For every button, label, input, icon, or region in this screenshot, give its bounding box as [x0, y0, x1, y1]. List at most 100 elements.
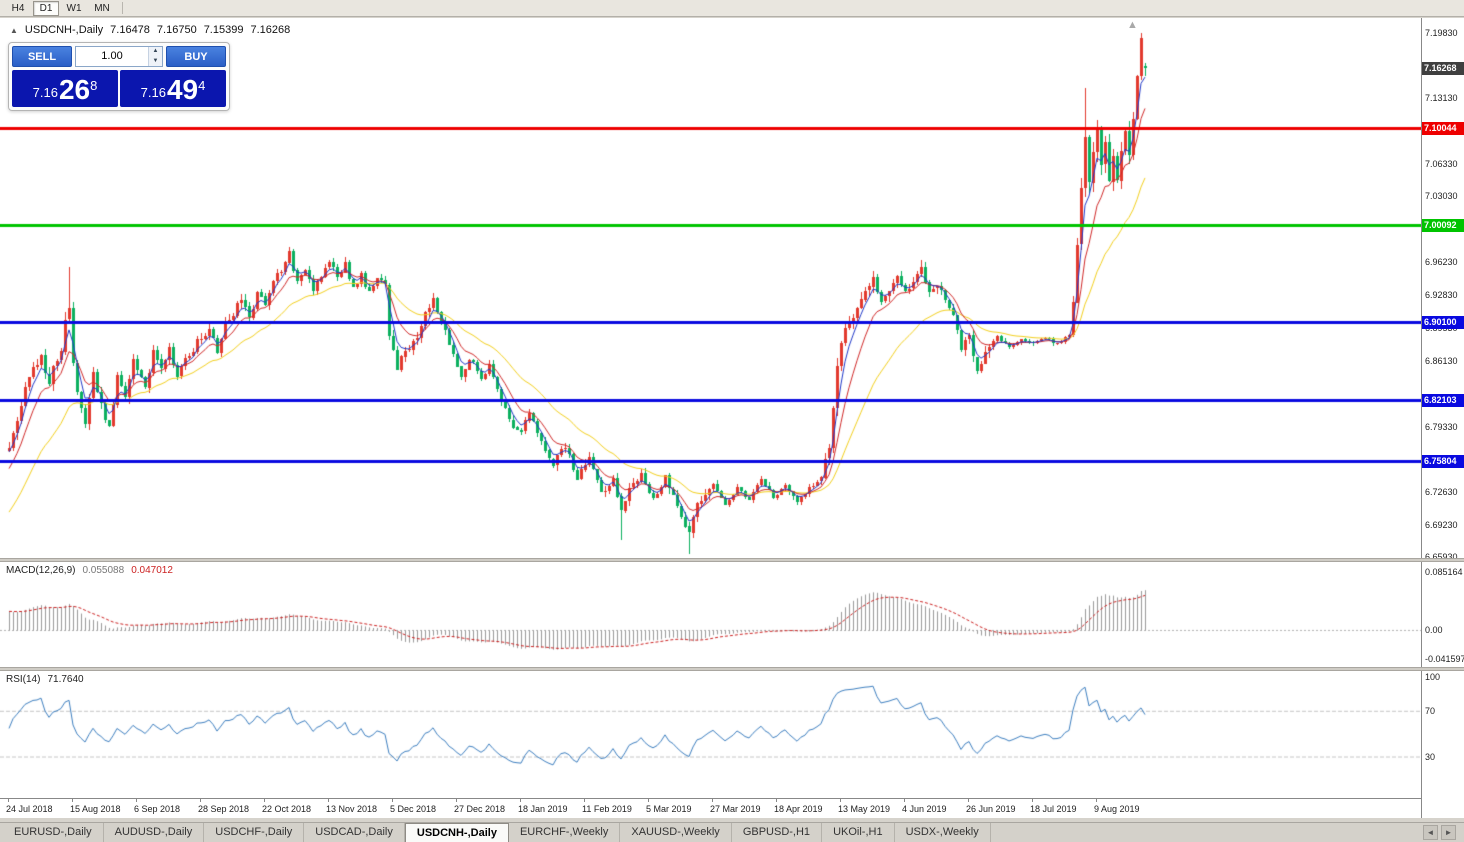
price-scale[interactable]: 7.19830 7.13130 7.06330 7.03030 6.96230 6.928…	[1421, 18, 1464, 818]
ohlc-low: 7.15399	[203, 24, 244, 36]
rsi-scale-label: 100	[1425, 672, 1441, 682]
time-axis[interactable]: 24 Jul 2018 15 Aug 2018 6 Sep 2018 28 Sep 2…	[0, 798, 1421, 818]
volume-spinner[interactable]: 1.00 ▲ ▼	[75, 46, 163, 67]
chart-tab-usdchf[interactable]: USDCHF-,Daily	[204, 823, 305, 842]
window-edge	[0, 818, 1464, 822]
time-axis-label: 27 Dec 2018	[454, 804, 506, 814]
chart-tab-audusd[interactable]: AUDUSD-,Daily	[104, 823, 205, 842]
time-axis-tick	[1096, 799, 1097, 802]
macd-name: MACD(12,26,9)	[6, 565, 76, 576]
buy-price-big: 49	[166, 74, 199, 105]
tab-scroll-right-icon[interactable]: ►	[1441, 825, 1456, 840]
price-scale-label: 6.69230	[1425, 520, 1458, 530]
level-badge: 6.90100	[1422, 316, 1464, 329]
time-axis-tick	[328, 799, 329, 802]
level-badge: 6.82103	[1422, 394, 1464, 407]
timeframe-button-w1[interactable]: W1	[61, 1, 87, 16]
time-axis-tick	[72, 799, 73, 802]
time-axis-tick	[968, 799, 969, 802]
ohlc-close: 7.16268	[250, 24, 291, 36]
time-axis-label: 13 May 2019	[838, 804, 891, 814]
sell-price-sup: 8	[90, 78, 98, 93]
time-axis-tick	[264, 799, 265, 802]
macd-indicator-label: MACD(12,26,9) 0.055088 0.047012	[6, 565, 173, 576]
price-scale-label: 6.92830	[1425, 290, 1458, 300]
pane-splitter[interactable]	[0, 558, 1464, 562]
arrow-up-marker-icon[interactable]: ▲	[1127, 19, 1138, 31]
rsi-scale-label: 70	[1425, 706, 1436, 716]
time-axis-label: 18 Jul 2019	[1030, 804, 1077, 814]
timeframe-button-h4[interactable]: H4	[5, 1, 31, 16]
volume-spinner-arrows: ▲ ▼	[148, 47, 162, 66]
timeframe-button-mn[interactable]: MN	[89, 1, 115, 16]
price-scale-label: 7.06330	[1425, 159, 1458, 169]
rsi-scale-label: 30	[1425, 752, 1436, 762]
pane-splitter[interactable]	[0, 667, 1464, 671]
time-axis-tick	[840, 799, 841, 802]
collapse-panel-icon[interactable]: ▲	[10, 25, 18, 35]
one-click-trading-panel: SELL 1.00 ▲ ▼ BUY 7.16 26 8 7.16 49 4	[8, 42, 230, 111]
time-axis-label: 22 Oct 2018	[262, 804, 312, 814]
volume-value[interactable]: 1.00	[101, 50, 123, 62]
time-axis-label: 5 Mar 2019	[646, 804, 692, 814]
chart-tab-usdx[interactable]: USDX-,Weekly	[895, 823, 991, 842]
support-level-badge: 7.00092	[1422, 219, 1464, 232]
tab-scroll-arrows: ◄ ►	[1423, 823, 1464, 842]
sell-price-prefix: 7.16	[32, 85, 58, 100]
buy-price-sup: 4	[198, 78, 206, 93]
time-axis-tick	[776, 799, 777, 802]
timeframe-button-d1[interactable]: D1	[33, 0, 59, 16]
time-axis-label: 27 Mar 2019	[710, 804, 761, 814]
time-axis-label: 6 Sep 2018	[134, 804, 181, 814]
chart-tab-usdcad[interactable]: USDCAD-,Daily	[304, 823, 405, 842]
time-axis-tick	[8, 799, 9, 802]
time-axis-label: 18 Apr 2019	[774, 804, 823, 814]
chart-header: ▲ USDCNH-,Daily 7.16478 7.16750 7.15399 …	[8, 24, 293, 36]
time-axis-label: 13 Nov 2018	[326, 804, 378, 814]
price-scale-label: 6.86130	[1425, 356, 1458, 366]
rsi-indicator-canvas[interactable]	[0, 671, 1421, 798]
rsi-name: RSI(14)	[6, 674, 41, 685]
time-axis-label: 28 Sep 2018	[198, 804, 250, 814]
time-axis-label: 26 Jun 2019	[966, 804, 1016, 814]
ohlc-high: 7.16750	[156, 24, 197, 36]
buy-button[interactable]: BUY	[166, 46, 226, 67]
time-axis-tick	[712, 799, 713, 802]
ohlc-open: 7.16478	[110, 24, 150, 36]
current-price-badge: 7.16268	[1422, 62, 1464, 75]
time-axis-label: 15 Aug 2018	[70, 804, 121, 814]
chart-tab-usdcnh[interactable]: USDCNH-,Daily	[404, 823, 509, 842]
price-scale-label: 6.79330	[1425, 422, 1458, 432]
rsi-indicator-label: RSI(14) 71.7640	[6, 674, 84, 685]
price-scale-label: 7.19830	[1425, 28, 1458, 38]
chart-tab-eurusd[interactable]: EURUSD-,Daily	[3, 823, 104, 842]
time-axis-tick	[584, 799, 585, 802]
buy-price-display[interactable]: 7.16 49 4	[120, 70, 226, 107]
macd-signal-value: 0.047012	[131, 565, 173, 576]
macd-scale-label: 0.00	[1425, 625, 1443, 635]
main-chart-canvas[interactable]	[0, 18, 1421, 558]
time-axis-label: 18 Jan 2019	[518, 804, 568, 814]
toolbar-separator	[122, 2, 123, 14]
sell-price-display[interactable]: 7.16 26 8	[12, 70, 118, 107]
buy-price-prefix: 7.16	[140, 85, 166, 100]
tab-scroll-left-icon[interactable]: ◄	[1423, 825, 1438, 840]
volume-up-button[interactable]: ▲	[149, 47, 162, 57]
chart-tab-ukoil[interactable]: UKOil-,H1	[822, 823, 895, 842]
macd-indicator-canvas[interactable]	[0, 562, 1421, 667]
chart-tab-xauusd[interactable]: XAUUSD-,Weekly	[620, 823, 732, 842]
price-scale-label: 6.72630	[1425, 487, 1458, 497]
chart-tab-gbpusd[interactable]: GBPUSD-,H1	[732, 823, 823, 842]
time-axis-tick	[520, 799, 521, 802]
chart-symbol-label: USDCNH-,Daily	[24, 24, 104, 36]
macd-scale-label: -0.041597	[1425, 654, 1464, 664]
timeframe-toolbar: H4 D1 W1 MN	[0, 0, 1464, 17]
volume-down-button[interactable]: ▼	[149, 56, 162, 66]
time-axis-tick	[456, 799, 457, 802]
sell-button[interactable]: SELL	[12, 46, 72, 67]
price-scale-label: 7.03030	[1425, 191, 1458, 201]
time-axis-label: 4 Jun 2019	[902, 804, 947, 814]
time-axis-tick	[648, 799, 649, 802]
chart-tab-bar: EURUSD-,Daily AUDUSD-,Daily USDCHF-,Daily U…	[0, 822, 1464, 842]
chart-tab-eurchf[interactable]: EURCHF-,Weekly	[509, 823, 621, 842]
